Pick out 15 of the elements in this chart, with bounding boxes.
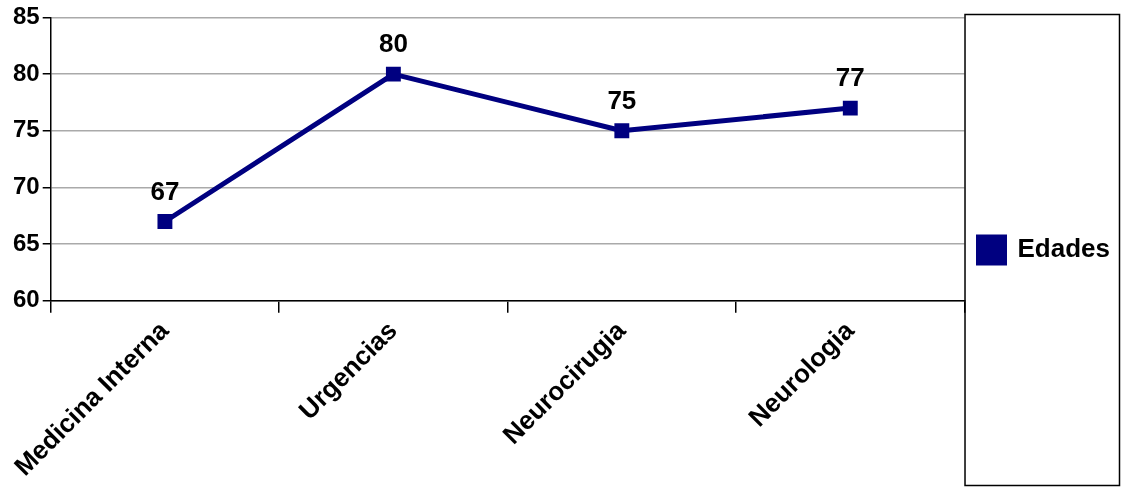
data-label: 77: [835, 62, 865, 93]
point: [157, 214, 173, 229]
point: [842, 100, 858, 116]
y-tick-label: 70: [12, 172, 40, 200]
y-tick-label: 75: [12, 115, 40, 143]
point: [385, 66, 401, 82]
legend-label: Edades: [1017, 233, 1111, 264]
y-tick-label: 60: [12, 285, 40, 313]
data-label: 75: [607, 84, 637, 115]
y-tick-label: 80: [12, 58, 40, 86]
data-label: 67: [150, 175, 180, 206]
point: [614, 123, 630, 139]
data-label: 80: [378, 28, 408, 59]
y-tick-label: 65: [12, 228, 40, 256]
y-tick-label: 85: [12, 2, 40, 30]
